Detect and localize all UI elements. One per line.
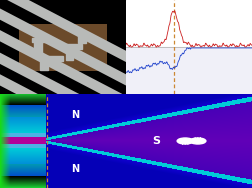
Polygon shape xyxy=(0,53,126,130)
Bar xyxy=(78,32,86,43)
Text: S: S xyxy=(152,136,160,146)
Text: N: N xyxy=(72,164,80,174)
Bar xyxy=(40,58,48,70)
Bar xyxy=(32,38,50,42)
Polygon shape xyxy=(0,8,126,86)
Bar xyxy=(126,47,252,94)
Circle shape xyxy=(190,138,206,144)
Polygon shape xyxy=(0,30,126,107)
Polygon shape xyxy=(19,24,107,70)
Polygon shape xyxy=(0,0,126,62)
Polygon shape xyxy=(0,74,126,151)
Bar xyxy=(126,0,252,47)
Bar xyxy=(63,44,82,49)
Text: N: N xyxy=(72,110,80,120)
Bar xyxy=(48,56,63,61)
Bar xyxy=(66,49,73,60)
Bar xyxy=(34,41,42,53)
Circle shape xyxy=(177,138,193,144)
